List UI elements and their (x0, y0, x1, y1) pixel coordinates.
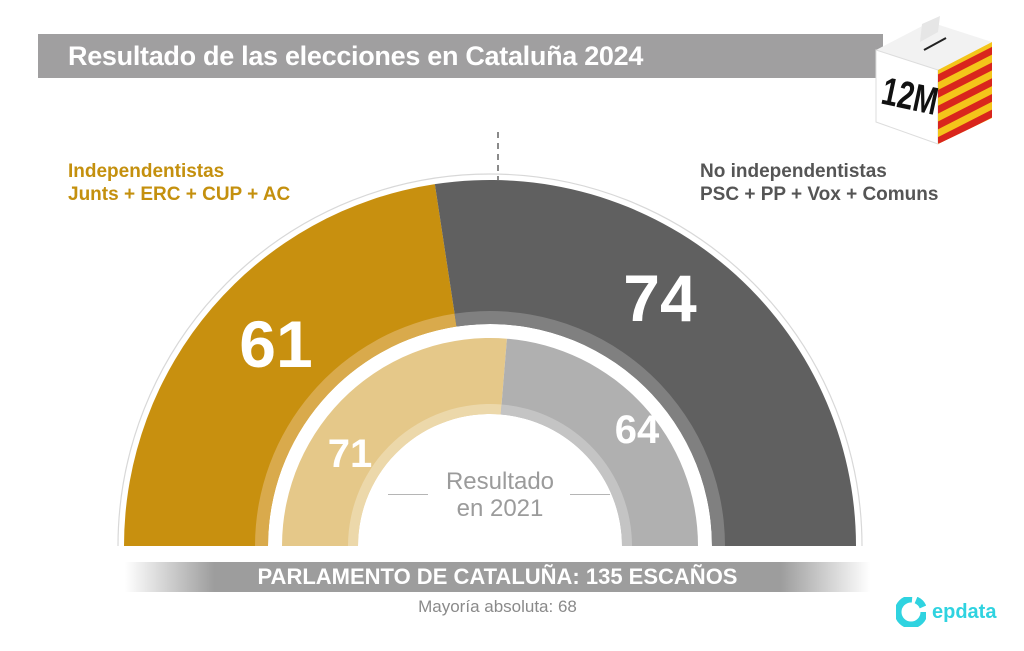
seats-2024-arc-independentistas (124, 184, 457, 547)
caption-line-left (388, 494, 428, 495)
ballot-card (920, 16, 940, 42)
label-2024-no-independentistas: 74 (623, 261, 697, 335)
ballot-top (876, 22, 992, 70)
ballot-box-icon: 12M (875, 16, 992, 145)
label-2021-independentistas: 71 (328, 432, 373, 476)
catalan-flag-stripes (938, 42, 992, 144)
inner-caption: Resultado en 2021 (390, 468, 610, 522)
legend-left-title: Independentistas (68, 161, 225, 182)
legend-right-title: No independentistas (700, 161, 887, 182)
legend-no-independentistas: No independentistas PSC + PP + Vox + Com… (700, 160, 938, 206)
logo-text: epdata (932, 600, 997, 623)
seats-2021-arc-no-independentistas (500, 338, 698, 546)
legend-right-parties: PSC + PP + Vox + Comuns (700, 184, 939, 205)
caption-line-right (570, 494, 610, 495)
label-2024-independentistas: 61 (239, 307, 312, 381)
outer-guide-arc (117, 173, 863, 547)
chart-title: Resultado de las elecciones en Cataluña … (68, 41, 644, 71)
label-2021-no-independentistas: 64 (615, 408, 660, 452)
seats-2024-arc-no-independentistas (434, 180, 856, 546)
footer-bar (125, 562, 870, 592)
legend-independentistas: Independentistas Junts + ERC + CUP + AC (68, 160, 290, 206)
seats-2021-arc-edge-independentistas (348, 404, 502, 546)
majority-label: Mayoría absoluta: 68 (418, 597, 577, 616)
inner-caption-line1: Resultado (445, 468, 555, 495)
seats-2024-arc-edge-independentistas (255, 313, 457, 546)
title-bar (38, 34, 883, 78)
epdata-logo: epdata (896, 596, 996, 628)
seats-2021-arc-edge-no-independentistas (500, 404, 632, 546)
parliament-seats-label: PARLAMENTO DE CATALUÑA: 135 ESCAÑOS (257, 564, 738, 589)
inner-caption-line2: en 2021 (456, 495, 544, 522)
legend-left-parties: Junts + ERC + CUP + AC (68, 184, 291, 205)
ballot-slot (923, 37, 947, 51)
epdata-logo-icon (896, 597, 926, 627)
